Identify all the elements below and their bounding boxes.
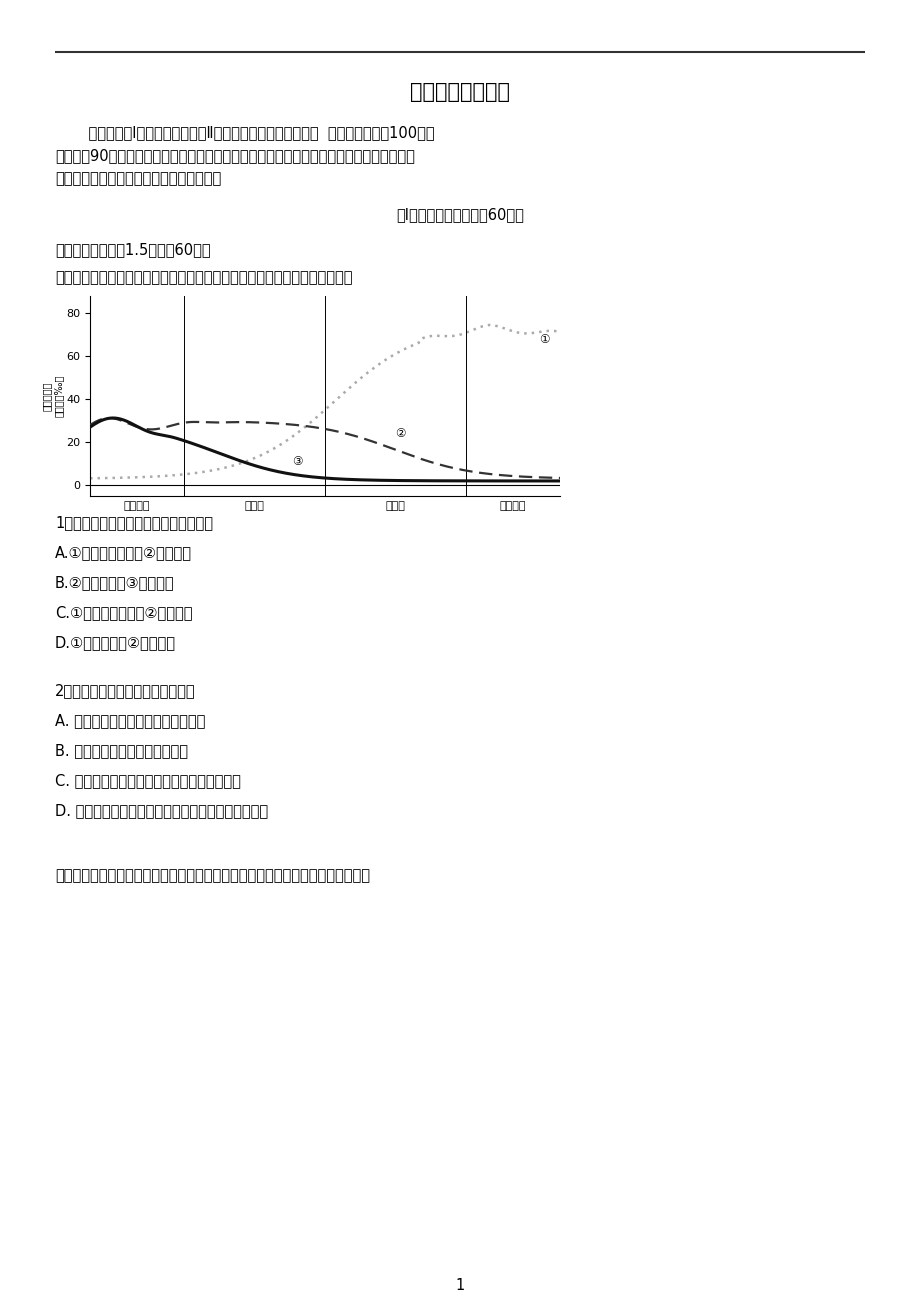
Text: 本试卷分第Ⅰ卷（选择题）和第Ⅱ卷（非选择题）两部分，共  页。本试卷满分100分，: 本试卷分第Ⅰ卷（选择题）和第Ⅱ卷（非选择题）两部分，共 页。本试卷满分100分， xyxy=(70,125,434,141)
Text: C.①是自然增长率；②是出生率: C.①是自然增长率；②是出生率 xyxy=(55,605,192,620)
Text: ①: ① xyxy=(539,332,549,345)
Text: ③: ③ xyxy=(292,456,302,469)
Text: D. 工业期时，自然增长率下降，人口数量也开始下降: D. 工业期时，自然增长率下降，人口数量也开始下降 xyxy=(55,803,267,818)
Text: D.①是出生率；②是死亡率: D.①是出生率；②是死亡率 xyxy=(55,635,176,650)
Text: 下图为某国家经济发展时期与其人口数变迁的统计图。读图，完成下面小题。: 下图为某国家经济发展时期与其人口数变迁的统计图。读图，完成下面小题。 xyxy=(55,270,352,285)
Text: 第Ⅰ卷（单项选择题，共60分）: 第Ⅰ卷（单项选择题，共60分） xyxy=(396,207,523,223)
Text: C. 工业前期的出生率与死亡率均低于工业后期: C. 工业前期的出生率与死亡率均低于工业后期 xyxy=(55,773,241,788)
Text: B.②是出生率；③是死亡率: B.②是出生率；③是死亡率 xyxy=(55,575,175,590)
Text: 考试用时90分钟。考试结束后，将答题卡和答题纸交回。答卷前，考生务必将自己的姓名、: 考试用时90分钟。考试结束后，将答题卡和答题纸交回。答卷前，考生务必将自己的姓名… xyxy=(55,148,414,163)
Text: A. 过渡期时，自然增长率达到最大值: A. 过渡期时，自然增长率达到最大值 xyxy=(55,713,205,728)
Text: 准考证号、考试科目等填涂在规定的位置。: 准考证号、考试科目等填涂在规定的位置。 xyxy=(55,171,221,186)
Text: 1: 1 xyxy=(455,1279,464,1293)
Text: 改革开放以来，我国的人口生育政策进行了动态调整（如下图）。完成下列小题。: 改革开放以来，我国的人口生育政策进行了动态调整（如下图）。完成下列小题。 xyxy=(55,868,369,883)
Text: B. 过渡期时，死亡率高于出生率: B. 过渡期时，死亡率高于出生率 xyxy=(55,743,187,758)
Text: 1．图中各曲线所代表的意义，正确的是: 1．图中各曲线所代表的意义，正确的是 xyxy=(55,516,213,530)
Text: 高一月考地理试题: 高一月考地理试题 xyxy=(410,82,509,102)
Text: 一、选择题（每题1.5分，共60分）: 一、选择题（每题1.5分，共60分） xyxy=(55,242,210,256)
Y-axis label: 人口出生率
死亡率（‰）: 人口出生率 死亡率（‰） xyxy=(41,375,63,417)
Text: ②: ② xyxy=(395,427,405,440)
Text: 2．关于此统计图的叙述，正确的是: 2．关于此统计图的叙述，正确的是 xyxy=(55,684,196,698)
Text: A.①是人口数变化；②是死亡率: A.①是人口数变化；②是死亡率 xyxy=(55,546,192,560)
